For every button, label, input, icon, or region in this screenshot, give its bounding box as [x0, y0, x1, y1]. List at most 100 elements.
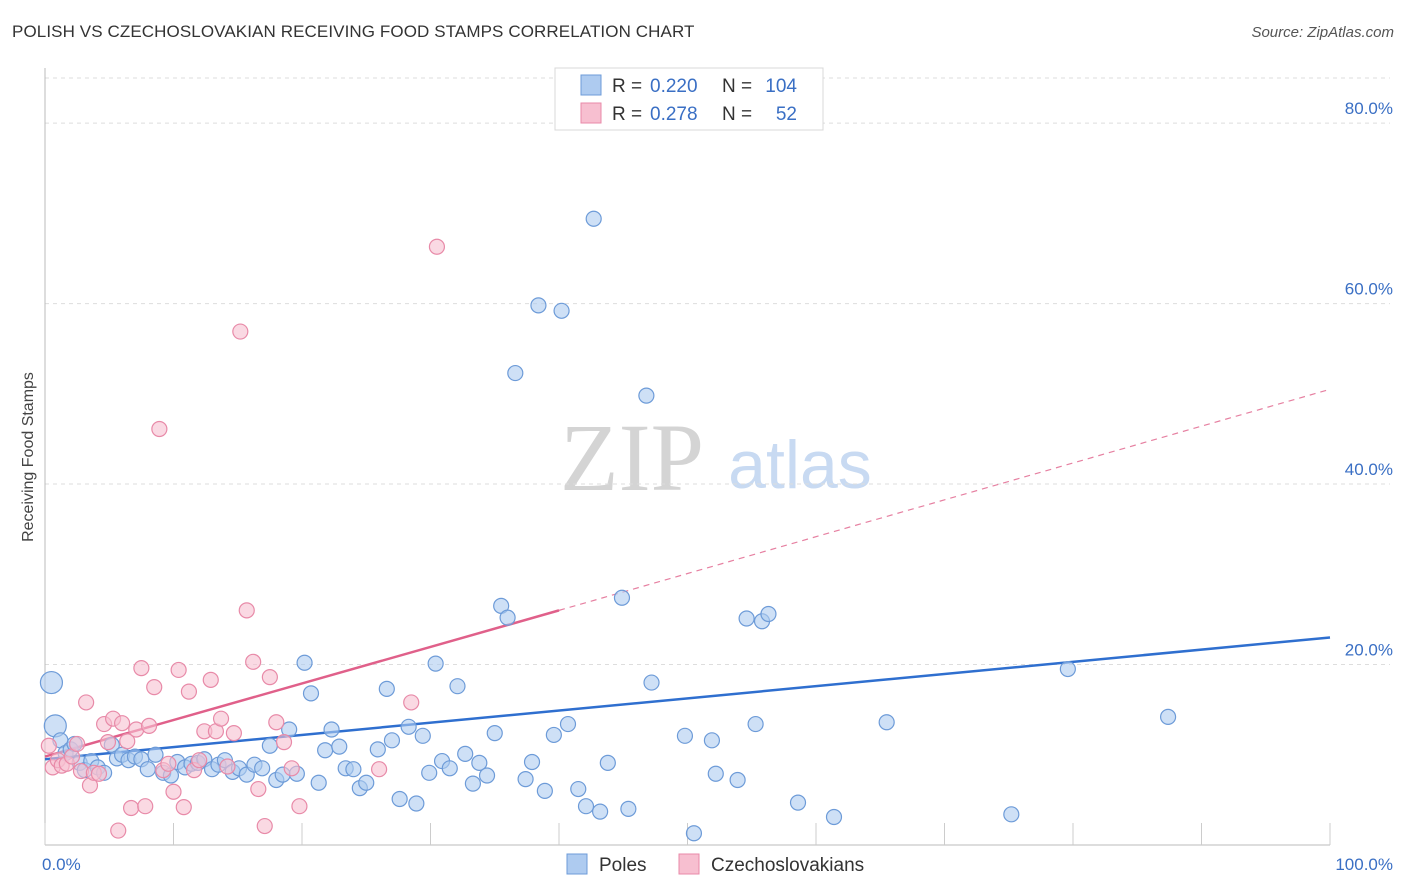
poles-point	[457, 745, 474, 762]
legend-czech-swatch	[678, 853, 700, 875]
poles-point	[685, 825, 703, 842]
poles-point	[507, 364, 524, 382]
czech-point	[170, 661, 187, 679]
czech-point	[40, 737, 57, 754]
poles-point	[760, 605, 777, 623]
watermark: ZIP atlas	[560, 404, 872, 511]
czech-point	[219, 758, 236, 775]
axes	[44, 68, 1331, 846]
czech-point	[291, 798, 308, 815]
legend-poles-swatch	[566, 853, 588, 875]
czech-point	[180, 683, 198, 700]
czech-point	[371, 761, 388, 778]
czech-point	[225, 725, 242, 742]
legend-czech-label: Czechoslovakians	[711, 855, 864, 876]
poles-point	[613, 589, 631, 606]
poles-point	[427, 655, 444, 672]
czech-point	[202, 671, 219, 688]
poles-point	[738, 610, 755, 627]
poles-point	[261, 737, 278, 754]
series-legend: Poles Czechoslovakians	[566, 853, 864, 876]
watermark-zip: ZIP	[560, 404, 704, 511]
poles-point	[302, 685, 320, 702]
poles-point	[391, 790, 408, 808]
czech-point	[160, 755, 177, 772]
poles-point	[638, 387, 655, 404]
poles-point	[643, 674, 660, 691]
y-tick-label: 20.0%	[1345, 641, 1393, 660]
poles-point	[703, 732, 721, 749]
y-tick-label: 40.0%	[1345, 460, 1393, 479]
poles-r-label: R =	[612, 76, 642, 97]
czech-point	[175, 799, 192, 816]
czech-point	[256, 817, 273, 835]
poles-point	[1159, 708, 1177, 725]
poles-point	[676, 727, 694, 744]
poles-point	[383, 732, 401, 749]
legend-poles-label: Poles	[599, 855, 647, 876]
stats-legend: R = 0.220 N = 104 R = 0.278 N = 52	[554, 67, 824, 131]
gridlines	[45, 77, 1390, 666]
poles-point	[147, 746, 164, 763]
poles-point	[378, 680, 395, 697]
poles-point	[789, 794, 807, 811]
poles-point	[707, 765, 724, 782]
poles-point	[254, 760, 271, 777]
czech-r-value: 0.278	[650, 104, 698, 125]
x-tick-label: 100.0%	[1335, 855, 1393, 874]
czech-point	[146, 678, 163, 696]
poles-points	[39, 210, 1177, 842]
czech-point	[165, 783, 182, 800]
poles-point	[536, 782, 553, 799]
poles-point	[1059, 660, 1076, 678]
czech-n-label: N =	[722, 104, 752, 125]
poles-point	[408, 795, 425, 812]
poles-point	[559, 715, 577, 733]
czech-swatch	[580, 102, 602, 124]
poles-point	[486, 725, 503, 742]
poles-swatch	[580, 74, 602, 96]
poles-point	[345, 761, 362, 778]
czech-point	[212, 710, 230, 727]
czech-point	[275, 734, 293, 751]
czech-point	[137, 798, 154, 815]
poles-point	[358, 774, 375, 791]
czech-point	[90, 765, 108, 782]
czech-point	[99, 734, 117, 751]
source-credit: Source: ZipAtlas.com	[1251, 24, 1394, 41]
poles-trend-line	[44, 636, 1331, 761]
czech-point	[113, 715, 131, 732]
czech-point	[69, 735, 86, 753]
y-axis-title: Receiving Food Stamps	[20, 372, 37, 542]
poles-point	[1003, 806, 1020, 823]
poles-point	[421, 764, 438, 781]
czech-point	[191, 752, 208, 769]
poles-point	[729, 771, 746, 789]
czech-point	[122, 799, 140, 817]
poles-point	[331, 738, 348, 755]
czech-point	[403, 694, 420, 711]
czech-point	[119, 733, 136, 750]
poles-point	[530, 297, 547, 314]
czech-point	[261, 669, 278, 686]
poles-point	[577, 798, 595, 815]
data-points	[39, 210, 1177, 842]
czech-point	[428, 238, 446, 255]
czech-points	[40, 238, 446, 839]
czech-point	[238, 602, 255, 619]
czech-point	[140, 717, 158, 734]
x-tick-label: 0.0%	[42, 855, 81, 874]
poles-point	[523, 753, 541, 771]
poles-point	[553, 302, 570, 319]
czech-trend-extension	[558, 388, 1331, 611]
czech-r-label: R =	[612, 104, 642, 125]
poles-point	[317, 742, 334, 759]
poles-point	[499, 609, 516, 626]
watermark-atlas: atlas	[728, 427, 872, 503]
poles-point	[585, 210, 602, 227]
poles-point	[517, 771, 534, 788]
czech-point	[283, 760, 300, 777]
poles-point	[414, 727, 431, 744]
czech-point	[245, 653, 262, 670]
poles-point	[471, 754, 488, 771]
